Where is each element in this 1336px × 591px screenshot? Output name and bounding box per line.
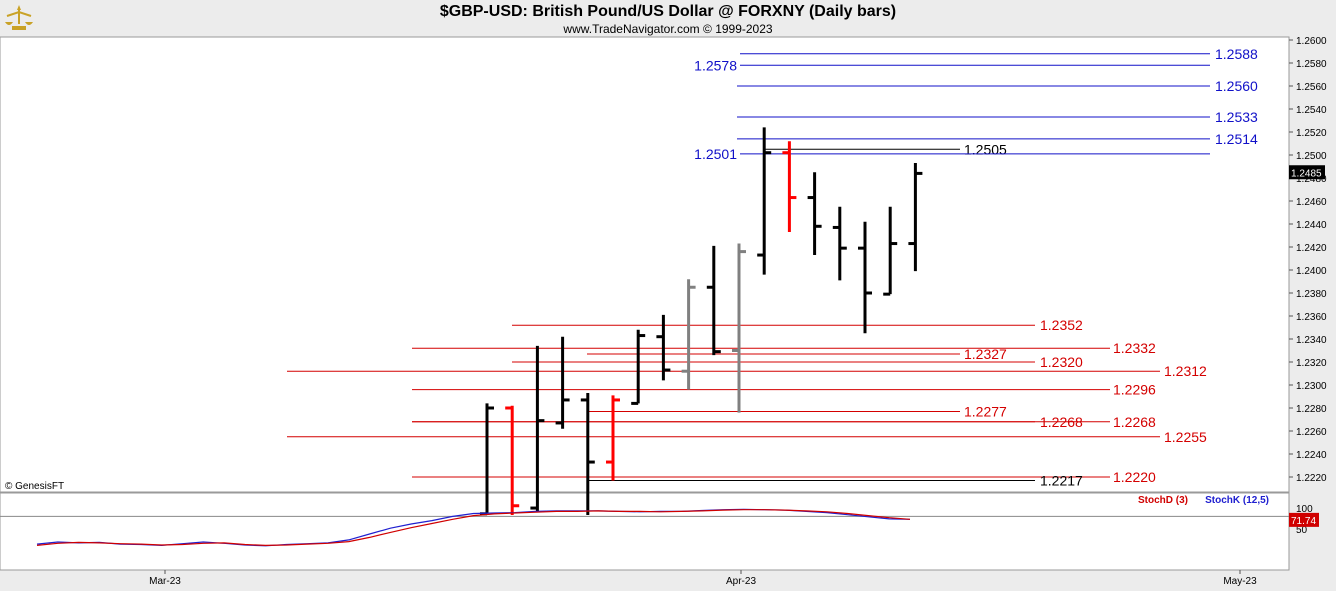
level-label: 1.2578 [694, 57, 737, 73]
stochastic-panel[interactable] [0, 492, 1290, 571]
stoch-tick-label: 100 [1296, 504, 1313, 515]
level-label: 1.2327 [964, 346, 1007, 362]
level-label: 1.2560 [1215, 78, 1258, 94]
level-label: 1.2320 [1040, 354, 1083, 370]
ohlc-bar[interactable] [858, 221, 872, 334]
y-tick-label: 1.2420 [1296, 243, 1327, 254]
ohlc-bar[interactable] [782, 141, 797, 233]
y-tick-label: 1.2380 [1296, 289, 1327, 300]
ohlc-bar[interactable] [832, 206, 847, 281]
y-tick-label: 1.2520 [1296, 128, 1327, 139]
ohlc-bar[interactable] [681, 279, 696, 390]
level-label: 1.2588 [1215, 46, 1258, 62]
level-label: 1.2533 [1215, 109, 1258, 125]
chart-subtitle: www.TradeNavigator.com © 1999-2023 [563, 22, 773, 36]
genesis-logo-icon [5, 5, 33, 30]
y-tick-label: 1.2360 [1296, 312, 1327, 323]
price-panel[interactable] [0, 36, 1290, 493]
y-tick-label: 1.2320 [1296, 358, 1327, 369]
ohlc-bar[interactable] [908, 163, 923, 272]
y-tick-label: 1.2480 [1296, 174, 1327, 185]
ohlc-bar[interactable] [883, 206, 898, 296]
y-tick-label: 1.2300 [1296, 381, 1327, 392]
level-label: 1.2505 [964, 141, 1007, 157]
ohlc-bar[interactable] [656, 314, 671, 381]
stoch-last-badge [1289, 512, 1319, 527]
level-label: 1.2277 [964, 403, 1007, 419]
legend-stochd: StochD (3) [1138, 495, 1188, 506]
y-tick-label: 1.2260 [1296, 427, 1327, 438]
x-tick-label: Apr-23 [726, 576, 756, 587]
ohlc-bar[interactable] [606, 395, 620, 481]
y-tick-label: 1.2440 [1296, 220, 1327, 231]
ohlc-bar[interactable] [505, 405, 520, 515]
y-tick-label: 1.2580 [1296, 59, 1327, 70]
copyright-label: © GenesisFT [5, 481, 64, 492]
last-price-badge [1289, 165, 1325, 180]
ohlc-bar[interactable] [555, 336, 570, 429]
chart-title: $GBP-USD: British Pound/US Dollar @ FORX… [439, 3, 897, 20]
y-tick-label: 1.2280 [1296, 404, 1327, 415]
y-tick-label: 1.2460 [1296, 197, 1327, 208]
level-label: 1.2514 [1215, 131, 1258, 147]
last-price-label: 1.2485 [1291, 168, 1322, 179]
level-label: 1.2352 [1040, 317, 1083, 333]
y-tick-label: 1.2220 [1296, 473, 1327, 484]
ohlc-bar[interactable] [757, 127, 772, 275]
y-tick-label: 1.2400 [1296, 266, 1327, 277]
legend-stochk: StochK (12,5) [1205, 495, 1269, 506]
stoch-tick-label: 50 [1296, 525, 1308, 536]
y-tick-label: 1.2600 [1296, 36, 1327, 47]
x-tick-label: May-23 [1223, 576, 1257, 587]
x-tick-label: Mar-23 [149, 576, 181, 587]
level-label: 1.2220 [1113, 469, 1156, 485]
y-tick-label: 1.2240 [1296, 450, 1327, 461]
y-tick-label: 1.2340 [1296, 335, 1327, 346]
y-tick-label: 1.2560 [1296, 82, 1327, 93]
y-tick-label: 1.2540 [1296, 105, 1327, 116]
ohlc-bar[interactable] [706, 245, 721, 356]
ohlc-bar[interactable] [807, 172, 822, 256]
stoch-last-label: 71.74 [1291, 516, 1316, 527]
y-tick-label: 1.2500 [1296, 151, 1327, 162]
level-label: 1.2501 [694, 146, 737, 162]
ohlc-bar[interactable] [732, 243, 746, 413]
ohlc-bar[interactable] [530, 345, 545, 512]
ohlc-bar[interactable] [580, 393, 595, 515]
level-label: 1.2217 [1040, 472, 1083, 488]
stoch-series-line [36, 509, 911, 547]
level-label: 1.2268 [1113, 414, 1156, 430]
level-label: 1.2332 [1113, 340, 1156, 356]
level-label: 1.2255 [1164, 429, 1207, 445]
level-label: 1.2312 [1164, 363, 1207, 379]
level-label: 1.2296 [1113, 382, 1156, 398]
chart-header: $GBP-USD: British Pound/US Dollar @ FORX… [0, 0, 1336, 37]
ohlc-bar[interactable] [631, 329, 646, 405]
